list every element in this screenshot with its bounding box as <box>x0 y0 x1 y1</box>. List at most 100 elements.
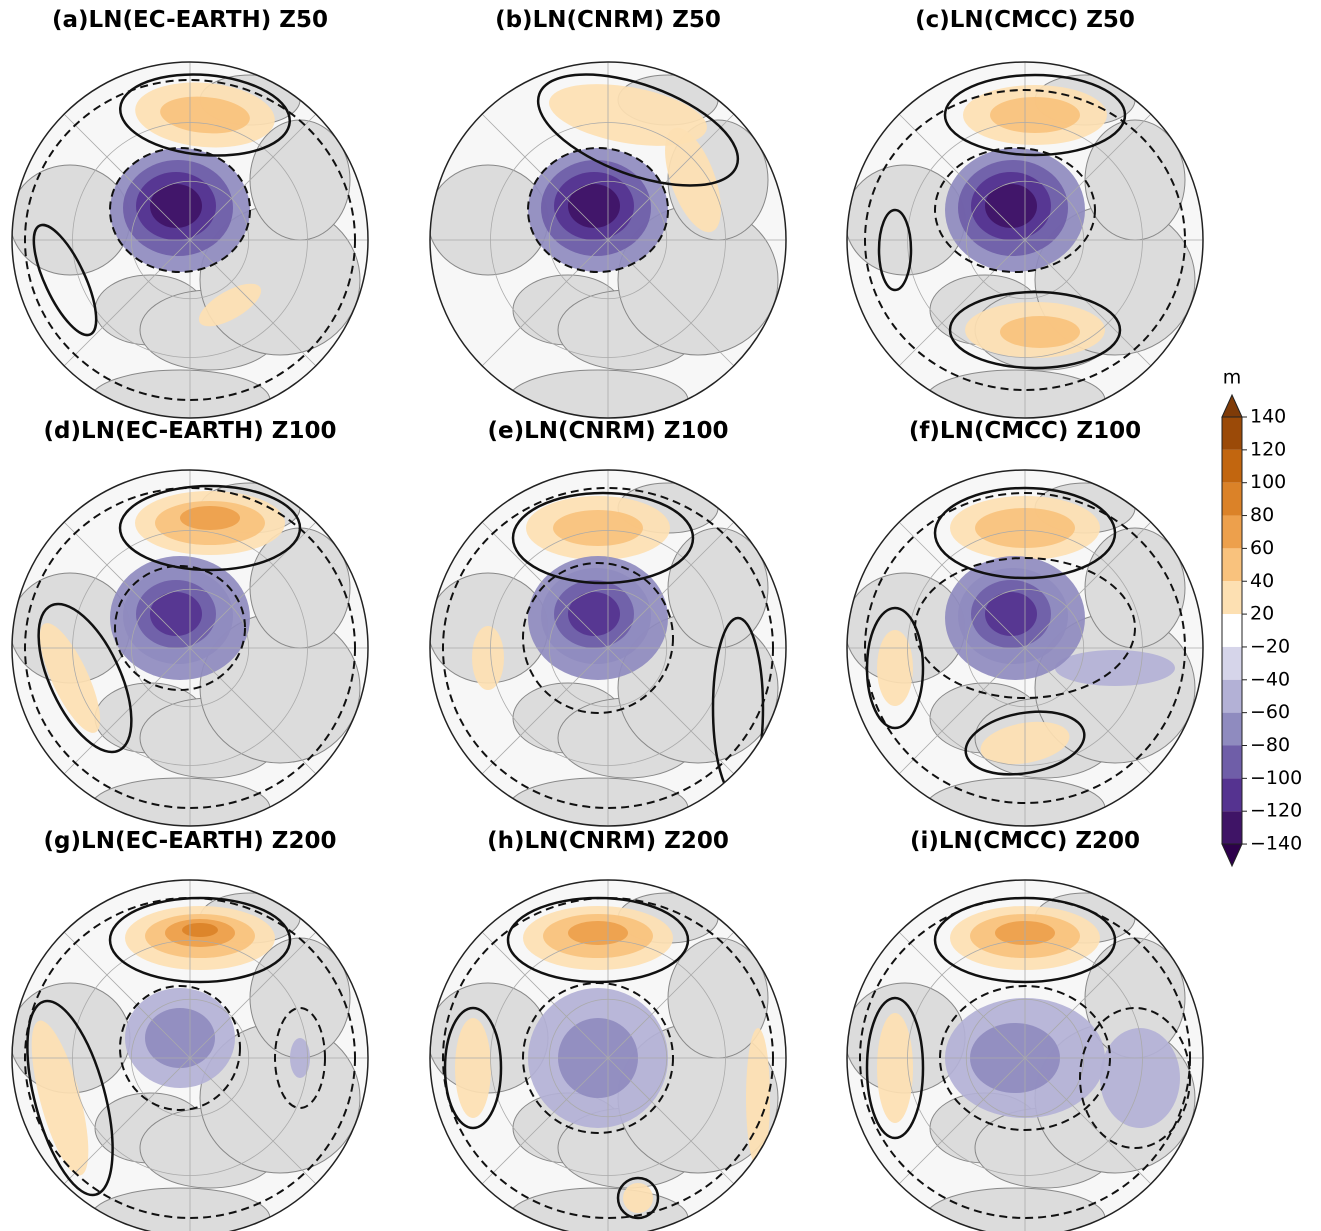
anomaly-shading <box>455 1018 491 1118</box>
contour-dashed <box>864 89 1186 391</box>
contour-solid <box>948 290 1122 370</box>
panel-title: (b)LN(CNRM) Z50 <box>495 7 721 33</box>
colorbar-bin <box>1222 449 1242 483</box>
contour-solid <box>877 208 913 292</box>
anomaly-shading <box>877 1013 913 1123</box>
contour-solid <box>511 491 695 585</box>
contour-solid <box>933 486 1117 580</box>
contour-dashed <box>114 565 246 691</box>
contour-solid <box>443 1006 503 1130</box>
graticule <box>481 521 609 649</box>
anomaly-shading <box>39 623 101 733</box>
anomaly-shading <box>1000 316 1080 348</box>
map-border <box>846 879 1204 1231</box>
colorbar-tick-label: 80 <box>1250 504 1274 526</box>
contour-dashed <box>24 79 356 401</box>
colorbar-extend-top <box>1221 393 1243 418</box>
anomaly-shading <box>665 127 721 233</box>
colorbar-unit: m <box>1223 367 1242 389</box>
anomaly-shading <box>877 630 913 706</box>
graticule <box>607 239 735 367</box>
map-panel <box>430 880 786 1231</box>
contour-dashed <box>24 487 356 809</box>
colorbar-bin <box>1222 745 1242 779</box>
contour-dashed <box>864 492 1186 804</box>
graticule <box>63 239 191 367</box>
anomaly-shading <box>623 1183 653 1213</box>
contour-dashed <box>1079 1007 1191 1149</box>
map-border <box>429 61 787 419</box>
anomaly-shading <box>31 1020 89 1176</box>
panel-title: (e)LN(CNRM) Z100 <box>488 418 729 444</box>
graticule <box>1024 113 1152 241</box>
colorbar-tick-label: 140 <box>1250 406 1286 428</box>
colorbar-tick-label: 20 <box>1250 603 1274 625</box>
contour-solid <box>119 73 291 157</box>
contour-solid <box>943 73 1127 157</box>
anomaly-shading <box>145 1008 215 1068</box>
graticule <box>63 1057 191 1185</box>
map-panel <box>847 62 1203 418</box>
anomaly-shading <box>150 592 202 636</box>
contour-dashed <box>119 985 241 1111</box>
graticule <box>1024 1057 1152 1185</box>
map-border <box>429 879 787 1231</box>
contour-dashed <box>527 147 669 273</box>
contour-dashed <box>914 557 1136 699</box>
panel-title: (h)LN(CNRM) Z200 <box>487 828 729 854</box>
colorbar-tick-label: −60 <box>1250 701 1290 723</box>
colorbar-bin <box>1222 515 1242 549</box>
contour-dashed <box>934 147 1096 273</box>
anomaly-shading <box>198 283 262 327</box>
graticule <box>481 931 609 1059</box>
panel-title: (d)LN(EC-EARTH) Z100 <box>44 418 337 444</box>
colorbar-bin <box>1222 712 1242 746</box>
colorbar-bin <box>1222 679 1242 713</box>
map-border <box>11 61 369 419</box>
graticule <box>898 1057 1026 1185</box>
contour-solid <box>37 602 133 754</box>
map-border <box>846 469 1204 827</box>
contour-solid <box>118 484 302 572</box>
panel-title: (c)LN(CMCC) Z50 <box>915 7 1135 33</box>
contour-dashed <box>442 487 774 809</box>
map-border <box>429 469 787 827</box>
colorbar-tick-label: 40 <box>1250 570 1274 592</box>
colorbar-bin <box>1222 614 1242 647</box>
contour-solid <box>865 606 925 730</box>
graticule <box>898 647 1026 775</box>
colorbar-tick-label: 120 <box>1250 438 1286 460</box>
contour-dashed <box>274 1007 326 1109</box>
contour-solid <box>933 896 1117 984</box>
anomaly-shading <box>150 184 202 228</box>
colorbar-tick-label: −20 <box>1250 635 1290 657</box>
graticule <box>63 521 191 649</box>
contour-solid <box>26 999 114 1197</box>
panel-title: (a)LN(EC-EARTH) Z50 <box>52 7 328 33</box>
panel-title: (f)LN(CMCC) Z100 <box>909 418 1141 444</box>
graticule <box>1024 239 1152 367</box>
graticule <box>607 113 735 241</box>
map-border <box>11 879 369 1231</box>
graticule <box>189 239 317 367</box>
colorbar-bin <box>1222 581 1242 615</box>
contour-solid <box>964 710 1086 776</box>
anomaly-shading <box>985 592 1037 636</box>
graticule <box>607 1057 735 1185</box>
colorbar-bin <box>1222 548 1242 582</box>
graticule <box>607 521 735 649</box>
map-border <box>11 469 369 827</box>
graticule <box>607 931 735 1059</box>
graticule <box>189 1057 317 1185</box>
graticule <box>898 239 1026 367</box>
contour-solid <box>536 73 740 187</box>
anomaly-shading <box>990 97 1080 133</box>
contour-dashed <box>859 897 1191 1219</box>
contour-dashed <box>109 147 251 273</box>
contour-solid <box>506 896 690 984</box>
graticule <box>1024 931 1152 1059</box>
map-panel <box>430 62 786 418</box>
colorbar-extend-bottom <box>1221 843 1243 868</box>
map-panel <box>12 62 368 418</box>
